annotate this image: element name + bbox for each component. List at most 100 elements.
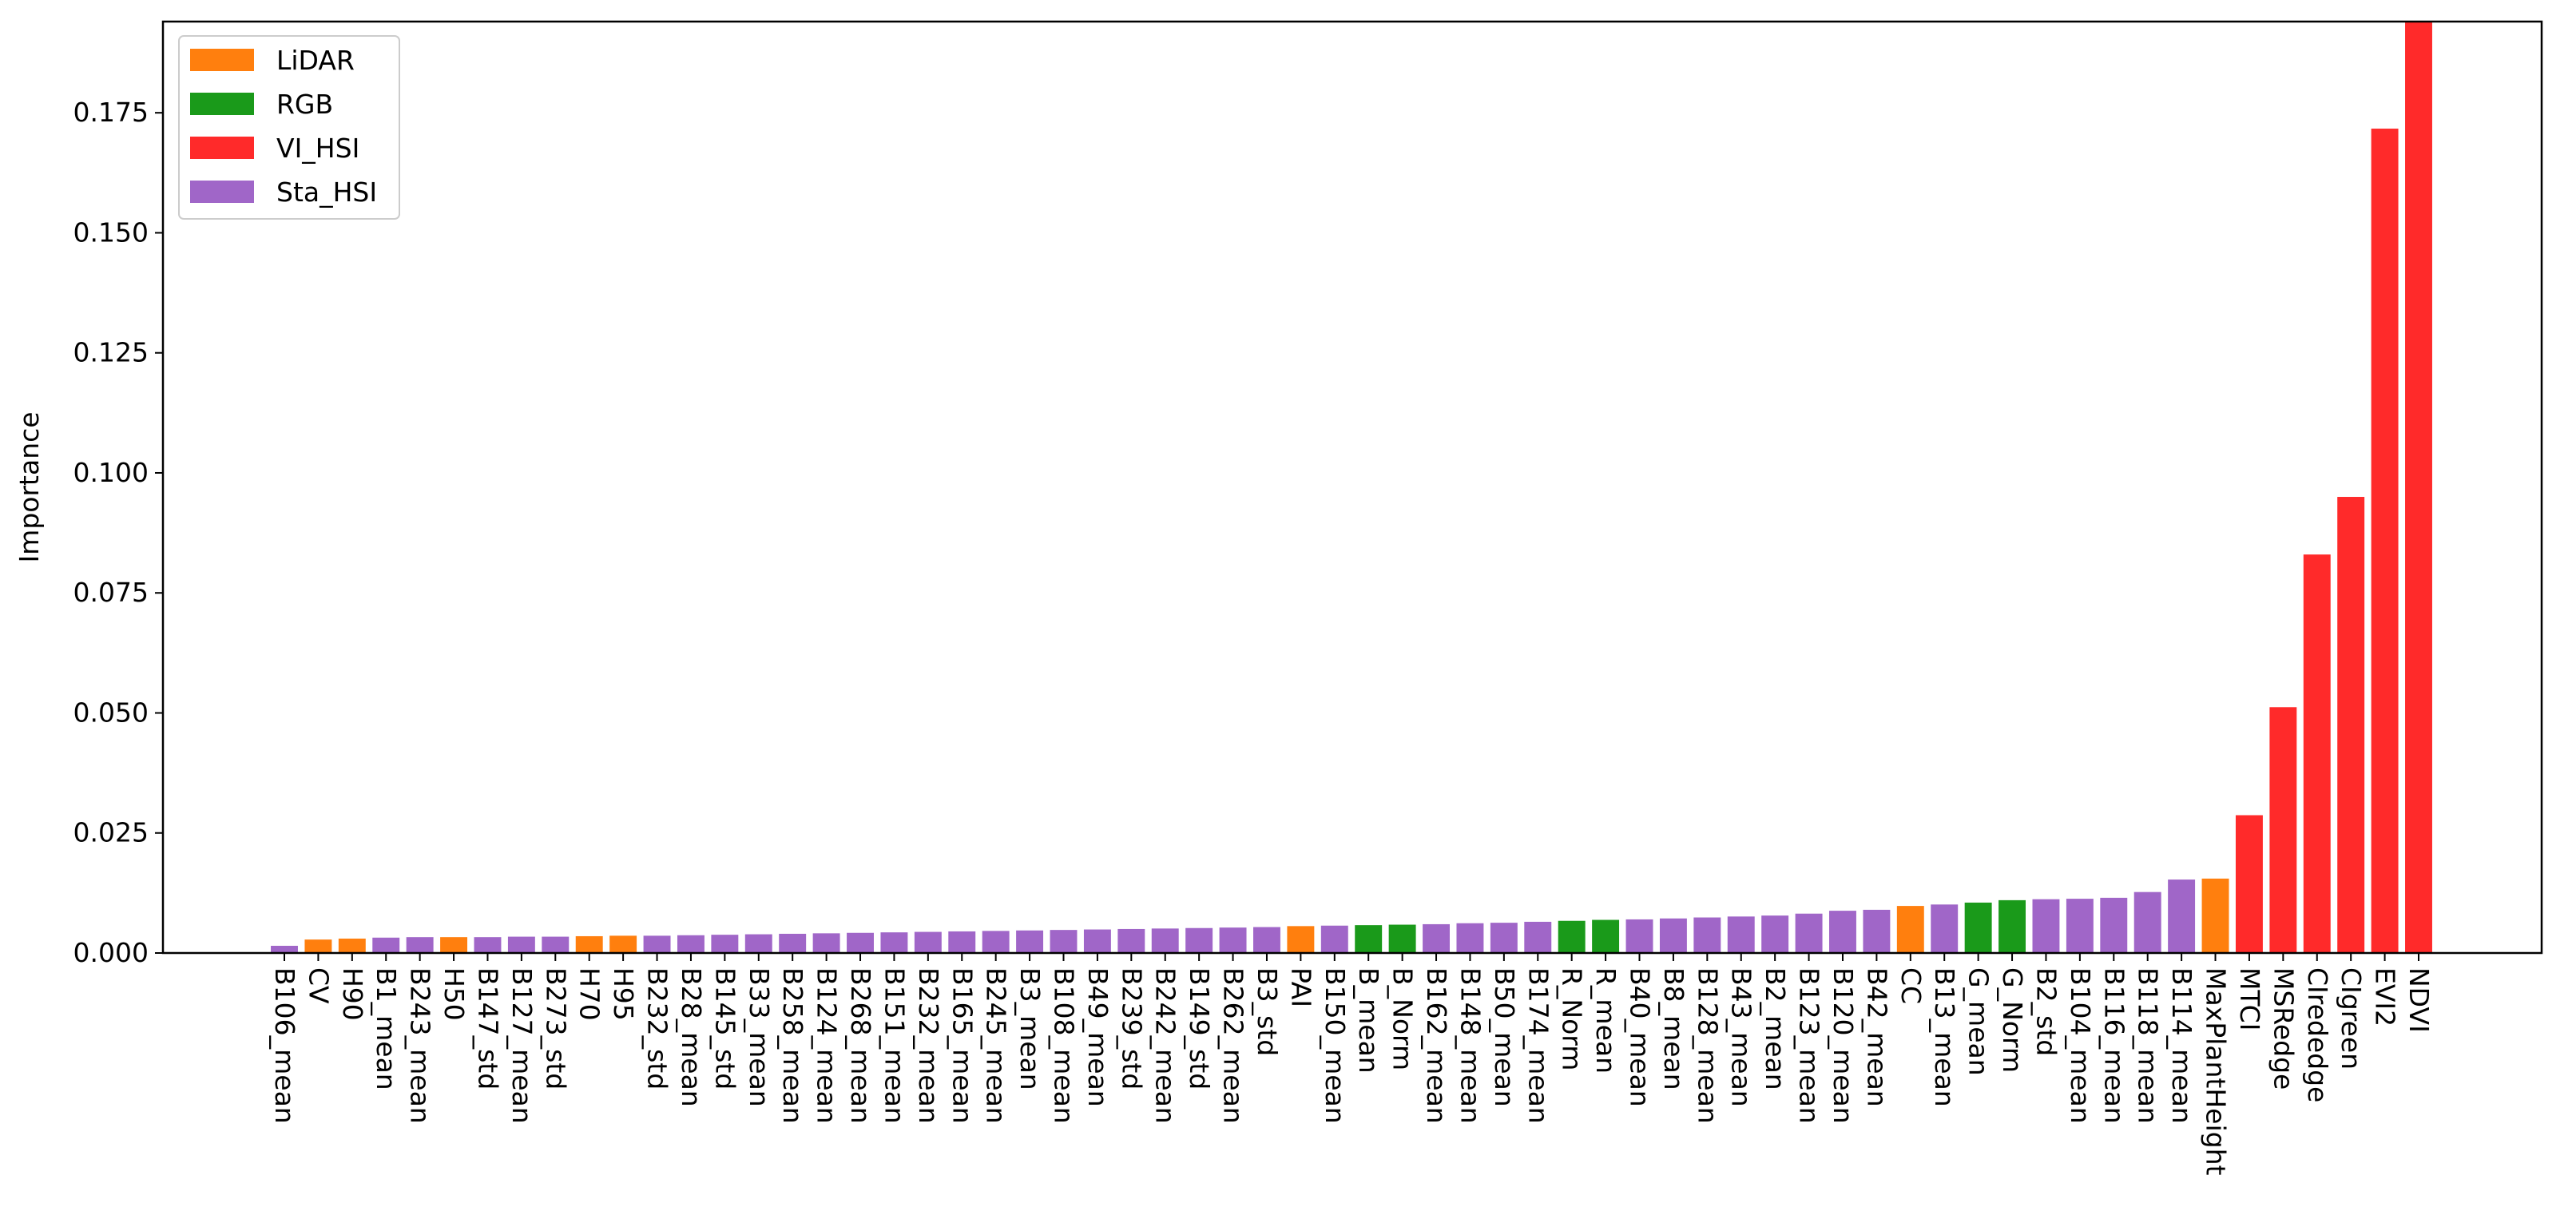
y-tick-label: 0.025 [73,817,149,848]
x-tick-label: B3_mean [1014,967,1046,1090]
bar [542,936,570,953]
x-tick-label: B_mean [1353,967,1384,1074]
x-tick-label: H70 [574,967,605,1021]
x-tick-label: B128_mean [1692,967,1723,1124]
bar [1592,919,1620,953]
legend-swatch [190,93,254,115]
bar [1829,911,1856,953]
x-tick-label: B42_mean [1861,967,1892,1107]
bar [711,935,739,953]
x-tick-label: EVI2 [2370,967,2401,1026]
x-tick-label: B104_mean [2065,967,2096,1124]
x-tick-label: H90 [337,967,368,1021]
bar [575,935,603,953]
x-tick-label: B2_mean [1760,967,1791,1090]
x-tick-label: CIgreen [2336,967,2367,1070]
x-tick-label: B28_mean [676,967,707,1107]
y-tick-label: 0.000 [73,937,149,968]
x-tick-label: B108_mean [1048,967,1079,1124]
bar [1287,926,1315,953]
bar [1490,923,1518,953]
bar [271,945,298,953]
bar [2371,129,2399,953]
x-tick-label: B120_mean [1828,967,1859,1124]
bar [643,935,671,953]
bar [1625,919,1653,953]
bar [1151,928,1179,953]
bar [1083,929,1111,953]
legend-label: Sta_HSI [276,177,377,208]
bar [1863,909,1891,953]
bar [1117,928,1145,953]
bar [2133,891,2161,953]
x-tick-label: B127_mean [506,967,538,1124]
x-tick-label: B245_mean [981,967,1012,1124]
x-tick-label: B243_mean [405,967,436,1124]
bar [474,937,502,953]
bar [1320,925,1348,953]
bar [744,934,772,953]
x-tick-label: B116_mean [2098,967,2129,1124]
bar [2100,897,2128,953]
bar [1659,918,1687,953]
bar [914,931,942,953]
bar [1558,920,1586,953]
legend-swatch [190,49,254,71]
x-tick-label: B262_mean [1218,967,1249,1124]
legend-label: RGB [276,89,333,120]
y-axis-label: Importance [14,411,45,562]
x-tick-label: B242_mean [1150,967,1181,1124]
x-tick-label: B145_std [709,967,740,1090]
legend-box [178,35,400,220]
x-tick-label: B33_mean [744,967,775,1107]
bar [2066,899,2094,953]
bar [1253,927,1280,953]
x-tick-label: B40_mean [1625,967,1656,1107]
bar [2337,497,2365,953]
bar [338,938,366,953]
x-tick-label: G_Norm [1997,967,2028,1073]
x-tick-label: B49_mean [1082,967,1113,1107]
bar [507,936,535,953]
x-tick-label: B174_mean [1522,967,1554,1124]
x-tick-label: B114_mean [2166,967,2197,1124]
y-tick-label: 0.100 [73,457,149,488]
bar [406,937,434,953]
x-tick-label: B43_mean [1726,967,1757,1107]
bar [1219,927,1247,953]
x-tick-label: MaxPlantHeight [2201,967,2232,1176]
bar [2032,899,2060,953]
bar [812,933,840,953]
bar [1931,904,1959,953]
x-tick-label: CC [1895,967,1927,1004]
bar [1761,915,1789,953]
y-tick-label: 0.125 [73,337,149,368]
x-tick-label: B1_mean [371,967,402,1090]
x-tick-label: H95 [608,967,639,1021]
x-tick-label: B165_mean [947,967,978,1124]
x-tick-label: R_mean [1590,967,1621,1074]
bar [2303,554,2331,953]
x-tick-label: MTCI [2234,967,2265,1030]
bar [304,939,332,953]
bar [880,932,908,953]
x-tick-label: B239_std [1116,967,1147,1090]
bar [1896,906,1924,953]
bar [1524,921,1552,953]
x-tick-label: B148_mean [1455,967,1486,1124]
x-tick-label: B268_mean [845,967,876,1124]
bar [677,935,705,953]
bar [847,932,874,953]
x-tick-label: B258_mean [777,967,808,1124]
x-tick-label: MSRedge [2268,967,2299,1090]
x-tick-label: B151_mean [879,967,910,1124]
bar [2201,878,2229,953]
bar [1185,927,1213,953]
legend-swatch [190,137,254,159]
y-tick-label: 0.175 [73,97,149,128]
x-tick-label: B118_mean [2133,967,2164,1124]
legend-label: LiDAR [276,45,355,76]
bar [2269,707,2297,953]
